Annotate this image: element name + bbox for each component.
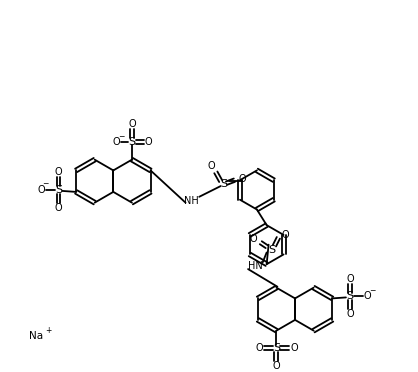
Text: O: O [281,230,289,240]
Text: S: S [346,291,353,301]
Text: O: O [145,137,152,147]
Text: S: S [128,137,135,147]
Text: S: S [55,185,62,195]
Text: O: O [112,137,120,147]
Text: O: O [207,161,215,170]
Text: S: S [268,244,275,254]
Text: −: − [369,286,375,295]
Text: O: O [249,234,257,244]
Text: O: O [290,343,298,353]
Text: O: O [346,274,354,284]
Text: O: O [55,167,62,177]
Text: S: S [273,343,280,353]
Text: O: O [346,309,354,319]
Text: NH: NH [184,196,199,206]
Text: Na: Na [29,331,43,340]
Text: HN: HN [247,261,263,271]
Text: S: S [220,179,227,189]
Text: O: O [255,343,263,353]
Text: O: O [364,291,371,301]
Text: O: O [37,185,45,195]
Text: O: O [273,361,280,371]
Text: O: O [128,119,136,129]
Text: O: O [238,174,246,184]
Text: −: − [118,132,125,141]
Text: −: − [43,180,49,189]
Text: O: O [55,202,62,212]
Text: +: + [45,326,51,335]
